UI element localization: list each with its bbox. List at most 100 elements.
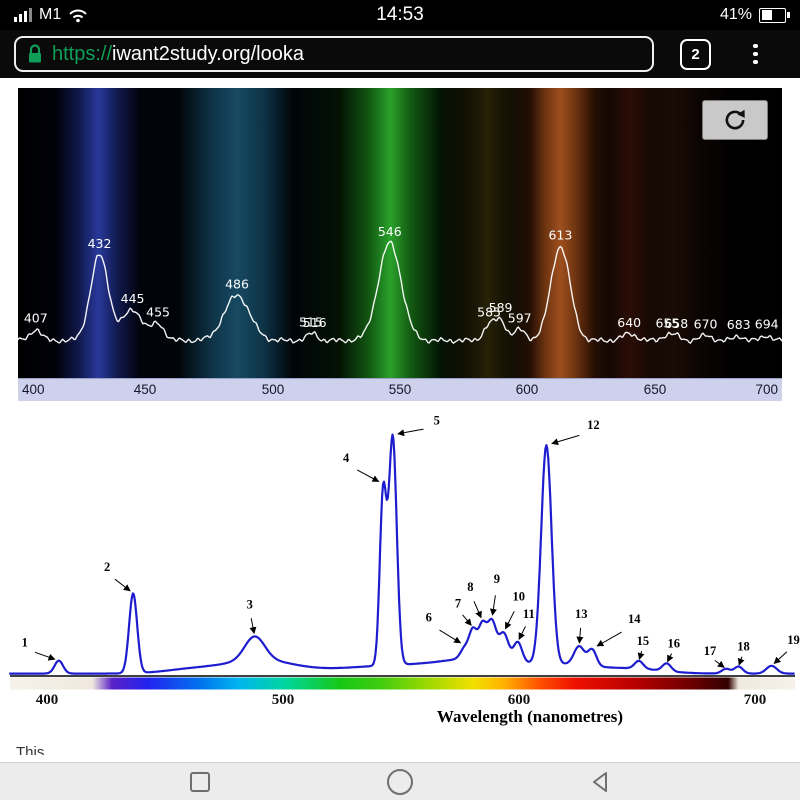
x-tick-label: 500: [272, 692, 295, 708]
top-peak-label: 585: [477, 305, 501, 320]
tab-count: 2: [691, 45, 700, 63]
browser-toolbar: https://iwant2study.org/looka 2: [0, 30, 800, 78]
axis-tick-label: 700: [755, 382, 778, 397]
overflow-menu-button[interactable]: [749, 40, 762, 69]
x-tick-label: 600: [508, 692, 531, 708]
peak-arrow: [439, 629, 462, 644]
wavelength-axis-strip: 400 450 500 550 600 650 700: [18, 378, 782, 401]
home-button[interactable]: [385, 767, 415, 797]
peak-number-label: 11: [523, 607, 535, 621]
peak-arrow: [505, 611, 515, 630]
peak-number-label: 13: [575, 607, 588, 621]
status-right: 41%: [719, 6, 790, 24]
top-peak-label: 407: [24, 311, 48, 326]
peak-number-label: 15: [637, 634, 650, 648]
top-peak-label: 515: [299, 315, 323, 330]
recent-apps-button[interactable]: [188, 770, 212, 794]
url-text: iwant2study.org/looka: [112, 42, 304, 65]
peak-number-label: 7: [455, 596, 461, 610]
spectral-bands: [18, 88, 782, 378]
spectrum-colorbar: [10, 677, 795, 690]
wifi-icon: [69, 9, 87, 23]
peak-number-label: 14: [628, 612, 641, 626]
peak-arrow: [114, 578, 131, 592]
spectrum-line: [9, 433, 795, 675]
axis-tick-label: 450: [133, 382, 157, 397]
peak-arrow: [714, 659, 725, 668]
x-axis-ticks: 400 500 600 700: [36, 692, 767, 708]
peak-arrow: [518, 626, 526, 640]
axis-tick-label: 600: [515, 382, 539, 397]
top-peak-label: 546: [378, 224, 402, 239]
top-peak-label: 589: [489, 300, 513, 315]
battery-percent: 41%: [719, 6, 752, 23]
top-peak-label: 694: [755, 317, 779, 332]
peak-number-label: 19: [787, 633, 800, 647]
peak-arrow: [249, 618, 257, 635]
peak-arrow: [576, 627, 584, 644]
top-peak-label: 670: [694, 317, 718, 332]
axis-tick-label: 400: [22, 382, 45, 397]
reset-icon: [725, 109, 745, 130]
top-peak-label: 455: [146, 304, 170, 319]
peak-number-label: 18: [737, 640, 750, 654]
top-peak-label: 683: [727, 317, 751, 332]
signal-strength-icon: [14, 8, 32, 22]
peak-number-label: 1: [22, 636, 28, 650]
top-peak-label: 597: [508, 311, 532, 326]
battery-icon: [759, 7, 790, 23]
peak-arrow: [462, 614, 472, 626]
peak-arrow: [667, 653, 674, 663]
top-peak-label: 655: [655, 315, 679, 330]
peak-number-label: 9: [494, 572, 500, 586]
status-left: M1: [14, 6, 88, 24]
peak-number-label: 10: [512, 589, 525, 603]
spectrum-simulation-canvas[interactable]: 407 432 445 455 486 515 516 546 585 589 597 613 640 6…: [18, 88, 782, 378]
clipped-caption: This: [16, 744, 45, 755]
tab-switcher-button[interactable]: 2: [680, 38, 711, 70]
x-axis-label: Wavelength (nanometres): [437, 707, 623, 726]
peak-arrow: [551, 434, 580, 446]
carrier-label: M1: [39, 6, 62, 23]
axis-tick-label: 550: [388, 382, 412, 397]
top-peak-label: 432: [88, 236, 112, 251]
top-peak-label: 658: [664, 316, 688, 331]
clock: 14:53: [376, 4, 424, 25]
address-bar[interactable]: https://iwant2study.org/looka: [14, 36, 654, 72]
peak-number-label: 12: [587, 418, 600, 432]
axis-tick-label: 650: [643, 382, 667, 397]
peak-arrow: [473, 601, 482, 619]
android-navigation-bar: [0, 762, 800, 800]
x-tick-label: 700: [744, 692, 767, 708]
top-peak-label: 516: [303, 315, 327, 330]
peak-number-label: 4: [343, 451, 350, 465]
peak-arrow: [596, 631, 622, 647]
reset-button[interactable]: [702, 100, 768, 140]
x-tick-label: 400: [36, 692, 59, 708]
peak-number-label: 8: [467, 580, 473, 594]
top-peak-label: 640: [617, 315, 641, 330]
lock-icon: [29, 44, 41, 63]
peak-arrow: [489, 595, 497, 616]
peak-arrow: [34, 651, 56, 661]
peak-number-label: 2: [104, 560, 110, 574]
top-peak-label: 613: [548, 228, 572, 243]
top-peak-label: 486: [225, 276, 249, 291]
top-peak-label: 445: [121, 291, 145, 306]
fluorescent-spectrum-chart: 400 500 600 700 Wavelength (nanometres) 123…: [9, 414, 800, 726]
peak-arrow: [397, 428, 424, 437]
peak-arrow: [737, 656, 745, 666]
peak-arrow: [356, 469, 380, 482]
back-button[interactable]: [587, 769, 613, 795]
peak-number-label: 16: [667, 636, 680, 650]
url-text-wrap: https://iwant2study.org/looka: [52, 43, 304, 66]
peak-number-label: 3: [247, 597, 253, 611]
peak-arrow: [773, 651, 788, 664]
peak-arrow: [637, 650, 645, 661]
peak-number-label: 5: [434, 414, 440, 428]
url-scheme: https://: [52, 42, 113, 65]
axis-tick-label: 500: [261, 382, 285, 397]
